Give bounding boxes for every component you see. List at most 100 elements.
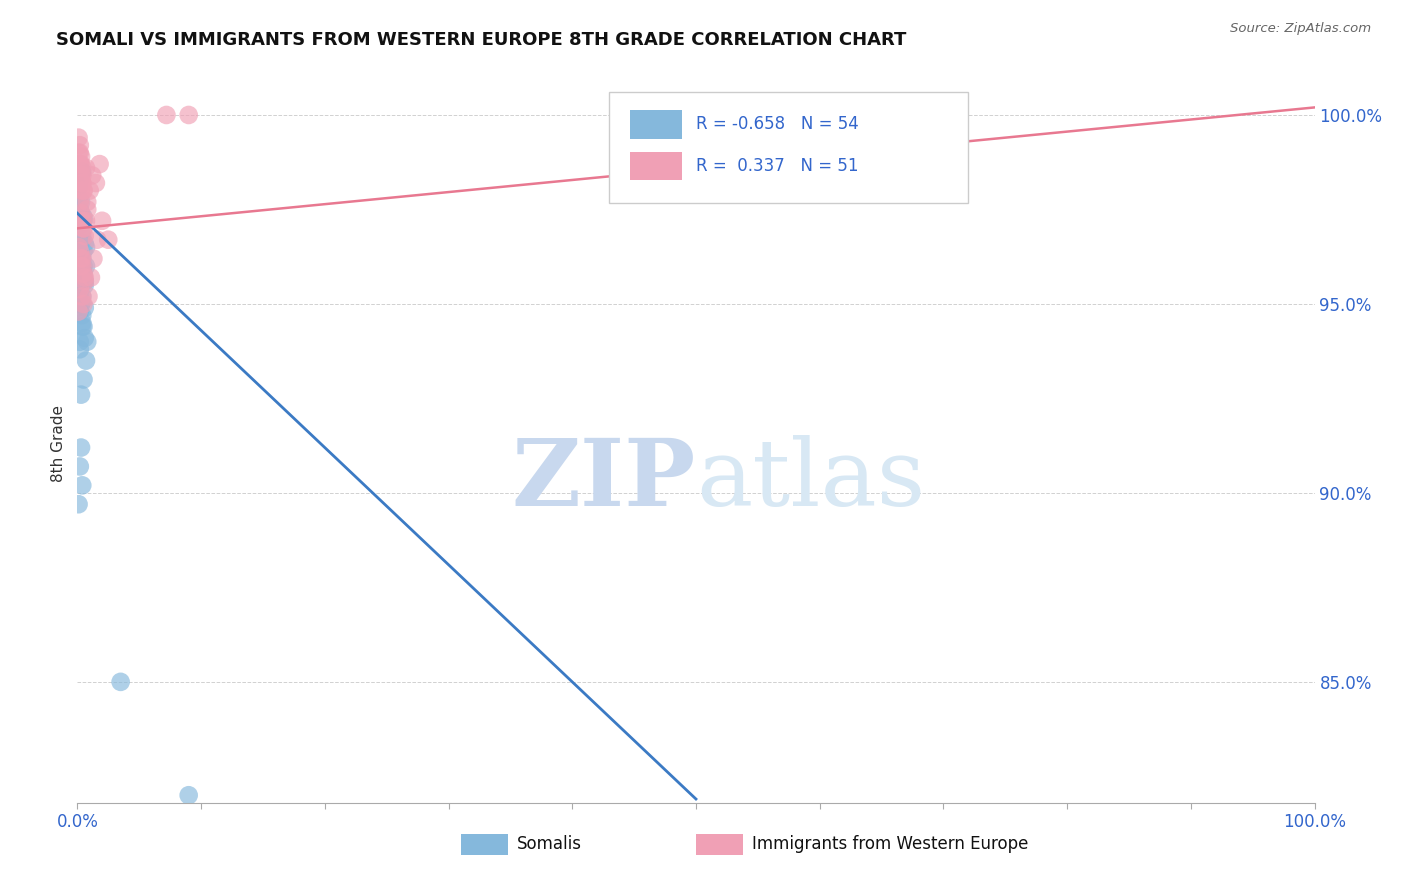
Point [155,108,177,122]
Text: Immigrants from Western Europe: Immigrants from Western Europe [752,836,1028,854]
Point [75,259,97,273]
Point [70,387,93,401]
Bar [630,152,682,180]
Point [69,285,91,300]
FancyBboxPatch shape [609,92,969,203]
Y-axis label: 8th Grade: 8th Grade [51,405,66,483]
Text: Source: ZipAtlas.com: Source: ZipAtlas.com [1230,22,1371,36]
Point [89,157,111,171]
Point [69,172,91,186]
Point [76,194,98,209]
Point [69,145,91,160]
Point [76,202,98,217]
Point [72,478,94,492]
Point [70,255,93,269]
Text: R =  0.337   N = 51: R = 0.337 N = 51 [696,157,859,175]
Point [72,316,94,330]
Point [97,233,120,247]
Point [72,221,94,235]
Point [72,184,94,198]
Point [72,319,94,334]
Point [70,225,93,239]
Point [72,176,94,190]
Point [177,108,200,122]
Point [72,263,94,277]
Point [72,372,94,386]
Point [70,194,93,209]
Point [69,334,91,349]
Point [75,214,97,228]
Point [69,202,91,217]
Point [69,194,91,209]
Point [70,252,93,266]
Point [86,233,108,247]
Bar [461,834,508,855]
Point [72,289,94,303]
Point [70,270,93,285]
Point [67,497,90,511]
Point [70,293,93,308]
Point [73,301,96,315]
Point [67,236,90,251]
Point [69,304,91,318]
Text: SOMALI VS IMMIGRANTS FROM WESTERN EUROPE 8TH GRADE CORRELATION CHART: SOMALI VS IMMIGRANTS FROM WESTERN EUROPE… [56,31,907,49]
Point [72,221,94,235]
Point [67,191,90,205]
Point [84,176,107,190]
Point [70,297,93,311]
Point [82,252,104,266]
Point [73,278,96,293]
Text: atlas: atlas [696,434,925,524]
Point [72,244,94,258]
Point [73,274,96,288]
Point [72,164,94,178]
Point [73,228,96,243]
Point [75,240,97,254]
Point [69,157,91,171]
Text: Somalis: Somalis [516,836,582,854]
Point [67,282,90,296]
Point [72,228,94,243]
Point [110,674,132,689]
Point [70,169,93,183]
Point [177,789,200,803]
Point [72,233,94,247]
Point [72,169,94,183]
Point [72,214,94,228]
Point [72,319,94,334]
Point [69,248,91,262]
Point [72,267,94,281]
Point [82,169,104,183]
Point [72,184,94,198]
Point [72,214,94,228]
Point [67,179,90,194]
Point [77,289,100,303]
Point [70,206,93,220]
Point [69,214,91,228]
Bar [696,834,742,855]
Point [69,343,91,357]
Point [67,240,90,254]
Point [72,259,94,273]
Point [73,270,96,285]
Point [70,218,93,232]
Point [72,259,94,273]
Point [91,214,114,228]
Point [67,304,90,318]
Point [70,157,93,171]
Point [79,184,101,198]
Point [72,252,94,266]
Point [67,130,90,145]
Point [69,282,91,296]
Point [80,270,103,285]
Point [70,150,93,164]
Point [72,289,94,303]
Point [72,161,94,175]
Point [72,267,94,281]
Point [75,353,97,368]
Point [72,252,94,266]
Point [72,274,94,288]
Bar [630,110,682,138]
Point [72,297,94,311]
Point [70,184,93,198]
